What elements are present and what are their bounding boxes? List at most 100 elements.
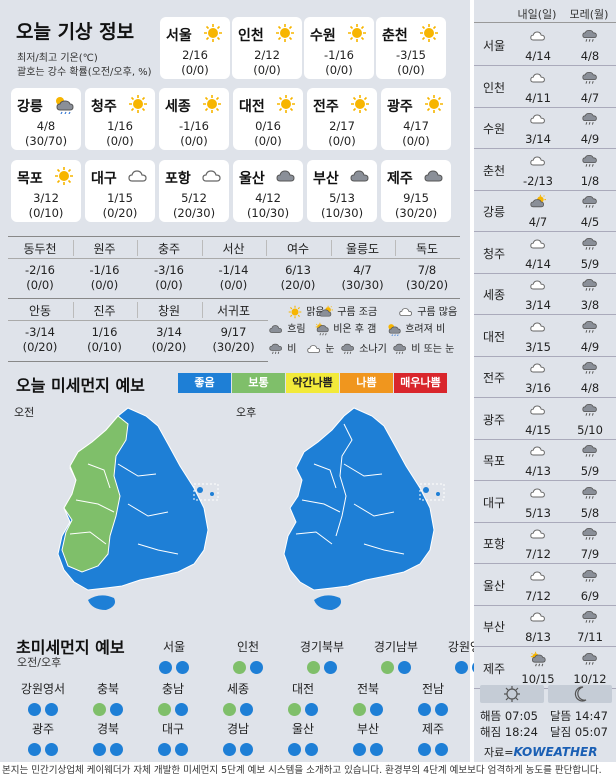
forecast-row: 울산 7/12 6/9 [474,564,616,606]
rain-icon [582,486,597,499]
rain-icon [582,610,597,623]
sun-rain-icon [315,322,329,336]
pm25-pm-dot [240,743,253,756]
forecast-city: 광주 [482,412,506,427]
city-pop: (0/20) [102,206,138,220]
city-card: 전주 2/17 (0/0) [307,88,377,150]
city-card: 광주 4/17 (0/0) [381,88,451,150]
forecast-row: 부산 8/13 7/11 [474,605,616,647]
pm25-region-levels [140,739,206,758]
city-card: 세종 -1/16 (0/0) [159,88,229,150]
pm25-region-levels [215,657,281,676]
small-city-temp: 3/14 [156,325,182,339]
pm25-region-name: 경기북부 [299,640,345,654]
forecast-day1-label: 내일(일) [517,8,557,21]
forecast-city: 전주 [482,371,506,385]
sun-cloud-icon [530,194,546,208]
city-name: 전주 [313,99,339,115]
pm25-region-name: 강원영서 [20,682,66,696]
pm25-region-name: 광주 [31,722,55,736]
city-card: 포항 5/12 (20/30) [159,160,229,222]
city-pop: (0/0) [254,134,282,148]
forecast-day2-temp: 4/5 [580,215,600,229]
forecast-day1: 7/12 [514,568,562,603]
forecast-row: 포항 7/12 7/9 [474,522,616,564]
city-name: 제주 [387,171,413,187]
forecast-day1: 3/15 [514,319,562,354]
legend-rain-or-snow: 비 또는 눈 [392,340,454,356]
rain-icon [582,112,597,125]
small-city-name: 울릉도 [345,242,380,256]
forecast-day2: 4/9 [566,111,614,146]
pm25-region-levels [205,699,271,718]
small-city-values: 7/8 (30/20) [395,263,459,293]
forecast-day2-temp: 4/9 [580,339,600,354]
legend-label: 맑음 [306,307,325,318]
moonrise-time: 14:47 [574,709,608,723]
cloud-icon [128,170,147,182]
small-city-name: 독도 [415,242,439,256]
source-credit: 자료=KOWEATHER [484,744,597,760]
forecast-city: 울산 [482,578,506,593]
forecast-day1-temp: 4/11 [525,90,551,105]
dark-cloud-icon [350,170,369,182]
sunset-label: 해짐 [480,725,502,739]
small-city-values: -3/14 (0/20) [8,325,72,355]
city-temp: 0/16 [255,119,281,133]
pm25-region-levels [363,657,429,676]
city-temp: 4/12 [255,191,281,205]
small-city-pop: (0/0) [155,278,183,292]
forecast-day2: 10/12 [566,651,614,686]
cloud-icon [530,322,545,331]
pm25-pm-dot [45,743,58,756]
forecast-day1-temp: 10/15 [521,671,555,686]
pm25-pm-dot [45,703,58,716]
city-name: 광주 [387,99,413,115]
city-temp: 2/16 [182,48,208,62]
pm25-am-dot [353,703,366,716]
cloud-icon [202,170,221,182]
rain-icon [582,237,597,250]
small-city-name: 서산 [222,242,245,256]
pm25-region-name: 울산 [291,722,315,736]
city-name: 수원 [310,28,336,44]
small-city-temp: -1/16 [89,263,120,277]
forecast-day2: 4/8 [566,28,614,63]
small-city-name: 창원 [157,304,181,318]
legend-label: 비온 후 갬 [333,324,377,335]
small-city-pop: (0/20) [151,340,187,354]
cloud-icon [307,345,321,353]
rain-icon [582,444,597,457]
legend-overcast: 흐림 [268,320,306,336]
city-pop: (0/0) [106,134,134,148]
cloud-icon [399,308,413,316]
pm25-pm-dot [250,661,263,674]
pm25-region-name: 부산 [356,722,380,736]
legend-label: 구름 많음 [417,307,458,318]
rain-icon [582,527,597,540]
pm25-region-name: 충남 [161,682,185,696]
sun-icon [204,24,222,42]
small-city-temp: 4/7 [353,263,372,277]
small-city-values: -1/16 (0/0) [73,263,137,293]
city-pop: (30/20) [394,206,438,220]
footer-note: 본지는 민간기상업체 케이웨더가 자체 개발한 미세먼지 5단계 예보 시스템을… [0,762,616,779]
legend-cloudy-rain: 흐려져 비 [386,320,445,337]
forecast-day1-temp: 7/12 [525,547,551,561]
city-name: 부산 [313,171,339,187]
city-name: 대전 [239,99,265,115]
rain-icon [582,195,597,208]
forecast-row: 춘천 -2/13 1/8 [474,149,616,191]
forecast-day2-temp: 5/8 [580,505,600,520]
small-city-name: 원주 [93,242,116,256]
city-name: 인천 [238,28,264,44]
dark-cloud-icon [276,170,295,182]
pm25-pm-dot [435,743,448,756]
rain-icon [582,361,597,374]
city-pop: (10/30) [246,206,290,220]
city-temp: 3/12 [33,191,59,205]
small-city-values: -3/16 (0/0) [137,263,201,293]
rain-icon [582,278,597,291]
rain-icon [582,29,597,42]
pm25-region-name: 충북 [96,682,120,696]
